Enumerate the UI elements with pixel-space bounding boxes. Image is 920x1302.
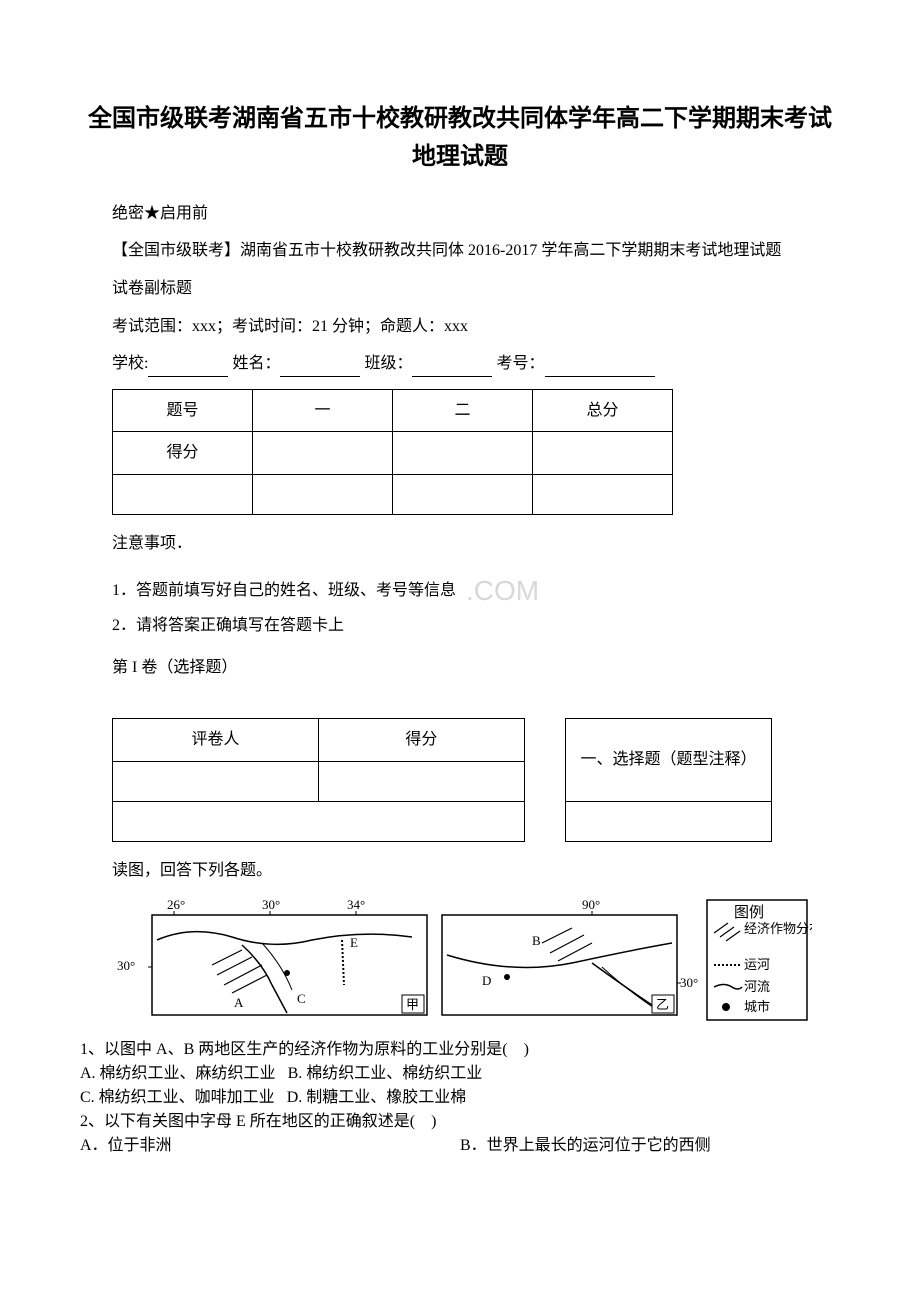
question-text: 以图中 A、B 两地区生产的经济作物为原料的工业分别是( )	[104, 1041, 529, 1058]
part1-heading: 第 I 卷（选择题）	[80, 655, 840, 681]
instruction-item: 2．请将答案正确填写在答题卡上	[112, 613, 840, 639]
section-table: 评卷人 得分 一、选择题（题型注释）	[112, 718, 772, 842]
map-label-jia: 甲	[406, 997, 419, 1012]
page-title: 全国市级联考湖南省五市十校教研教改共同体学年高二下学期期末考试地理试题	[80, 100, 840, 177]
cell-reviewer-val[interactable]	[113, 761, 319, 801]
question-1: 1、以图中 A、B 两地区生产的经济作物为原料的工业分别是( )	[80, 1038, 840, 1062]
option-a[interactable]: A. 棉纺织工业、麻纺织工业	[80, 1065, 276, 1082]
question-text: 以下有关图中字母 E 所在地区的正确叙述是( )	[104, 1113, 436, 1130]
option-b[interactable]: B. 棉纺织工业、棉纺织工业	[288, 1065, 483, 1082]
legend-item-label: 河流	[744, 979, 770, 994]
label-name: 姓名：	[232, 355, 280, 372]
table-row: 评卷人 得分 一、选择题（题型注释）	[113, 719, 772, 762]
cell-val[interactable]	[253, 432, 393, 475]
cell-blank[interactable]	[566, 801, 772, 841]
label-class: 班级：	[364, 355, 412, 372]
instruction-item: 1．答题前填写好自己的姓名、班级、考号等信息.COM	[112, 582, 539, 599]
blank-name[interactable]	[280, 358, 360, 377]
cell-val[interactable]	[533, 474, 673, 514]
cell-val[interactable]	[113, 474, 253, 514]
lat-label: 30°	[117, 958, 135, 973]
read-prompt: 读图，回答下列各题。	[80, 858, 840, 884]
table-row: 得分	[113, 432, 673, 475]
instruction-text: 1．答题前填写好自己的姓名、班级、考号等信息	[112, 582, 456, 599]
map-label-b: B	[532, 933, 541, 948]
map-label-c: C	[297, 991, 306, 1006]
legend-item-label: 运河	[744, 957, 770, 972]
table-row	[113, 474, 673, 514]
cell-blank[interactable]	[113, 801, 525, 841]
question-2-options: A．位于非洲 B．世界上最长的运河位于它的西侧	[80, 1134, 840, 1158]
option-b[interactable]: B．世界上最长的运河位于它的西侧	[460, 1134, 840, 1158]
confidential-marker: 绝密★启用前	[80, 201, 840, 227]
option-d[interactable]: D. 制糖工业、橡胶工业棉	[287, 1089, 467, 1106]
cell-label: 得分	[113, 432, 253, 475]
question-number: 2、	[80, 1113, 104, 1130]
paper-subtitle: 试卷副标题	[80, 276, 840, 302]
option-a[interactable]: A．位于非洲	[80, 1134, 460, 1158]
cell-val[interactable]	[393, 474, 533, 514]
cell-val: 一	[253, 389, 393, 432]
label-examno: 考号：	[496, 355, 544, 372]
option-c[interactable]: C. 棉纺织工业、咖啡加工业	[80, 1089, 275, 1106]
cell-val: 二	[393, 389, 533, 432]
cell-val[interactable]	[533, 432, 673, 475]
watermark-text: .COM	[466, 569, 539, 614]
map-svg: 26° 30° 34° 30° A C E 甲 9	[112, 895, 812, 1025]
lon-label: 34°	[347, 897, 365, 912]
blank-school[interactable]	[148, 358, 228, 377]
label-school: 学校:	[112, 355, 148, 372]
question-1-options-row1: A. 棉纺织工业、麻纺织工业 B. 棉纺织工业、棉纺织工业	[80, 1062, 840, 1086]
cell-label: 题号	[113, 389, 253, 432]
exam-info: 考试范围：xxx；考试时间：21 分钟；命题人：xxx	[80, 314, 840, 340]
lon-label: 90°	[582, 897, 600, 912]
lat-label: 30°	[680, 975, 698, 990]
map-label-e: E	[350, 935, 358, 950]
legend-item-label: 城市	[744, 999, 770, 1014]
table-row	[113, 801, 772, 841]
section-heading: 一、选择题（题型注释）	[566, 719, 772, 802]
score-table: 题号 一 二 总分 得分	[112, 389, 673, 515]
blank-examno[interactable]	[545, 358, 655, 377]
cell-score-val[interactable]	[318, 761, 524, 801]
map-label-a: A	[234, 995, 244, 1010]
lon-label: 26°	[167, 897, 185, 912]
map-label-yi: 乙	[656, 997, 669, 1012]
lon-label: 30°	[262, 897, 280, 912]
legend-item-label: 经济作物分布区	[744, 921, 812, 936]
map-figure: 26° 30° 34° 30° A C E 甲 9	[112, 895, 840, 1034]
question-number: 1、	[80, 1041, 104, 1058]
cell-reviewer-label: 评卷人	[113, 719, 319, 762]
legend-title: 图例	[734, 904, 764, 921]
cell-val[interactable]	[253, 474, 393, 514]
form-fields: 学校: 姓名： 班级： 考号：	[80, 351, 840, 377]
question-1-options-row2: C. 棉纺织工业、咖啡加工业 D. 制糖工业、橡胶工业棉	[80, 1086, 840, 1110]
map-label-d: D	[482, 973, 491, 988]
cell-val: 总分	[533, 389, 673, 432]
cell-val[interactable]	[393, 432, 533, 475]
cell-score-label: 得分	[318, 719, 524, 762]
notice-heading: 注意事项．	[80, 531, 840, 557]
question-2: 2、以下有关图中字母 E 所在地区的正确叙述是( )	[80, 1110, 840, 1134]
blank-class[interactable]	[412, 358, 492, 377]
table-row: 题号 一 二 总分	[113, 389, 673, 432]
exam-subtitle: 【全国市级联考】湖南省五市十校教研教改共同体 2016-2017 学年高二下学期…	[80, 238, 840, 264]
